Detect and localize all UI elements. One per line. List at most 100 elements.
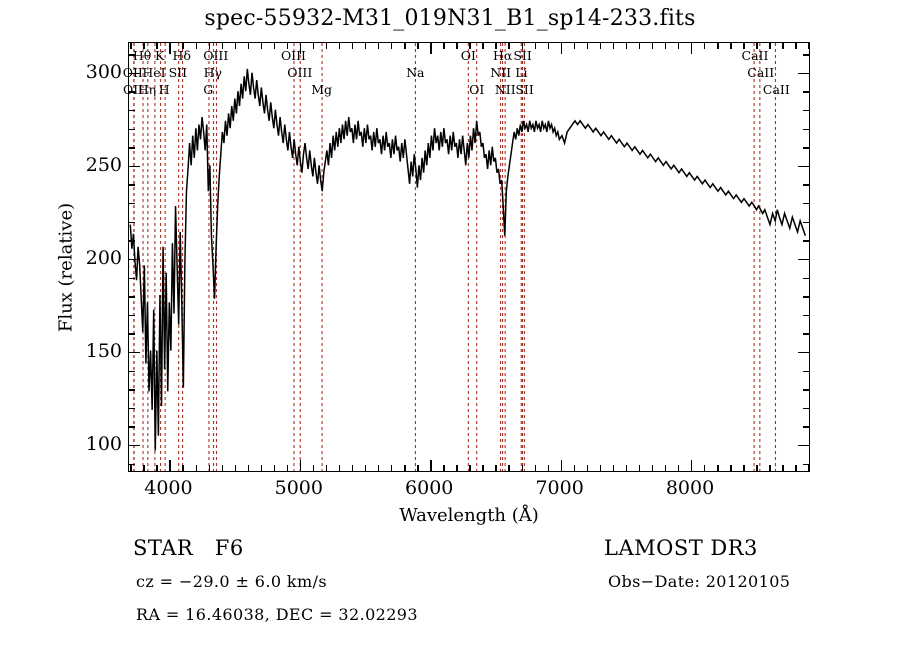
axis-tick xyxy=(469,43,471,49)
axis-tick xyxy=(808,465,810,471)
survey-label: LAMOST DR3 xyxy=(604,536,758,560)
axis-tick xyxy=(521,43,523,49)
axis-tick xyxy=(803,333,809,335)
spectral-line-label: OIII xyxy=(203,48,229,63)
axis-tick xyxy=(560,460,563,471)
axis-tick xyxy=(803,54,809,56)
axis-tick xyxy=(130,43,132,49)
axis-tick xyxy=(129,240,135,242)
axis-tick xyxy=(208,465,210,471)
spectral-line-label: Hθ xyxy=(132,48,152,63)
axis-tick xyxy=(260,465,263,471)
y-tick-labels: 100 150 200 250 300 xyxy=(58,0,122,649)
spectral-line-label: OIII xyxy=(287,65,313,80)
y-tick-label: 250 xyxy=(85,153,122,176)
page-title: spec-55932-M31_019N31_B1_sp14-233.fits xyxy=(204,6,696,31)
axis-tick xyxy=(391,465,393,471)
axis-tick xyxy=(798,445,809,447)
axis-tick xyxy=(803,240,809,242)
axis-tick xyxy=(803,110,809,112)
axis-tick xyxy=(129,407,135,410)
spectral-line-label: Hγ xyxy=(203,65,222,80)
y-tick-label: 100 xyxy=(85,433,122,456)
spectral-line-label: SII xyxy=(515,82,534,97)
axis-tick xyxy=(717,465,719,471)
axis-tick xyxy=(782,465,784,471)
axis-tick xyxy=(182,43,184,49)
axis-tick xyxy=(260,43,263,49)
axis-tick xyxy=(129,370,135,372)
obs-date: Obs−Date: 20120105 xyxy=(608,572,791,591)
coordinates: RA = 16.46038, DEC = 32.02293 xyxy=(136,605,418,624)
axis-tick xyxy=(769,465,771,471)
axis-tick xyxy=(129,147,135,149)
axis-tick xyxy=(638,465,641,471)
axis-tick xyxy=(803,370,809,372)
plot-frame xyxy=(128,42,810,472)
axis-tick xyxy=(560,43,563,54)
axis-tick xyxy=(521,465,523,471)
spectral-line-label: Hδ xyxy=(172,48,191,63)
axis-tick xyxy=(704,43,706,49)
axis-tick xyxy=(169,460,171,471)
spectral-line-label: OII xyxy=(123,82,144,97)
axis-tick xyxy=(443,43,445,49)
axis-tick xyxy=(378,43,380,49)
axis-tick xyxy=(586,43,589,49)
spectral-line-label: NII xyxy=(490,65,512,80)
axis-tick xyxy=(704,465,706,471)
axis-tick xyxy=(129,445,140,447)
axis-tick xyxy=(338,43,341,49)
axis-tick xyxy=(456,43,458,49)
axis-tick xyxy=(495,43,497,49)
axis-tick xyxy=(273,465,276,471)
axis-tick xyxy=(312,43,315,49)
axis-tick xyxy=(404,43,406,49)
axis-tick xyxy=(803,147,809,149)
spectral-line-label: SII xyxy=(168,65,188,80)
plot-canvas xyxy=(129,43,809,471)
x-tick-label: 6000 xyxy=(405,477,454,499)
axis-tick xyxy=(625,465,628,471)
axis-tick xyxy=(782,43,784,49)
spectral-line-label: Mg xyxy=(311,82,333,97)
spectral-line-label: CaII xyxy=(741,48,769,63)
axis-tick xyxy=(651,43,654,49)
axis-tick xyxy=(573,465,576,471)
axis-tick xyxy=(430,460,432,471)
axis-tick xyxy=(769,43,771,49)
axis-tick xyxy=(717,43,719,49)
axis-tick xyxy=(129,72,140,75)
axis-tick xyxy=(129,221,135,224)
axis-tick xyxy=(651,465,654,471)
axis-tick xyxy=(169,43,171,54)
axis-tick xyxy=(129,333,135,335)
spectral-line-label: H xyxy=(158,82,170,97)
axis-tick xyxy=(756,465,758,471)
axis-tick xyxy=(182,465,184,471)
axis-tick xyxy=(803,128,809,131)
axis-tick xyxy=(664,43,667,49)
axis-tick xyxy=(743,43,745,49)
axis-tick xyxy=(129,352,140,354)
axis-tick xyxy=(599,465,602,471)
x-tick-label: 7000 xyxy=(535,477,584,499)
axis-tick xyxy=(129,426,135,428)
spectral-line-label: SII xyxy=(513,48,532,63)
redshift-velocity: cz = −29.0 ± 6.0 km/s xyxy=(136,572,327,591)
axis-tick xyxy=(129,165,140,168)
axis-tick xyxy=(803,203,809,205)
axis-tick xyxy=(756,43,758,49)
axis-tick xyxy=(129,296,135,298)
axis-tick xyxy=(730,465,732,471)
axis-tick xyxy=(534,465,536,471)
axis-tick xyxy=(234,43,237,49)
x-tick-label: 5000 xyxy=(274,477,323,499)
axis-tick xyxy=(803,389,809,391)
axis-tick xyxy=(803,277,809,279)
axis-tick xyxy=(234,465,237,471)
axis-tick xyxy=(417,465,419,471)
axis-tick xyxy=(808,43,810,49)
axis-tick xyxy=(391,43,393,49)
